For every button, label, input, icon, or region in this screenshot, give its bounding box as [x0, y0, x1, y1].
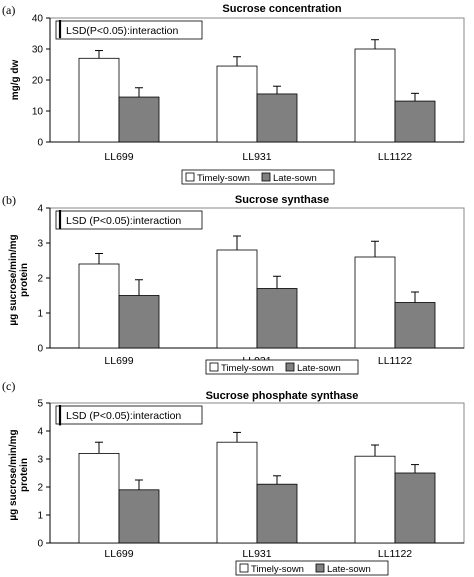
bar-late-sown-ll699 [118, 295, 160, 349]
y-tick-label: 2 [37, 274, 43, 285]
bar-timely-sown-ll1122 [354, 48, 396, 143]
y-axis-label-line1: µg sucrose/min/mg [8, 429, 19, 520]
y-tick-label: 2 [37, 483, 43, 494]
bar-late-sown-ll1122 [394, 302, 436, 349]
legend: Timely-sown Late-sown [181, 169, 335, 185]
y-tick-label: 4 [37, 427, 43, 438]
legend-swatch-late-sown [261, 172, 271, 182]
y-tick-label: 3 [37, 239, 43, 250]
x-tick-label: LL1122 [378, 548, 412, 560]
bar-late-sown-ll1122 [394, 100, 436, 143]
bar-timely-sown-ll931 [216, 249, 258, 349]
x-tick-label: LL699 [104, 548, 133, 560]
chart-title: Sucrose concentration [222, 3, 341, 15]
y-axis-label: mg/g dw [10, 60, 21, 101]
legend-box [205, 359, 359, 375]
bar-timely-sown-ll931 [216, 65, 258, 143]
chart-panel-a: (a) Sucrose concentration 0 10 20 30 40 mg/g dw… [2, 3, 465, 185]
legend-label-timely-sown: Timely-sown [221, 363, 274, 374]
y-tick-label: 3 [37, 455, 43, 466]
legend-box [235, 560, 389, 576]
y-tick-label: 20 [32, 76, 44, 87]
bar-late-sown-ll931 [256, 288, 298, 349]
bar-late-sown-ll699 [118, 96, 160, 143]
legend: Timely-sown Late-sown [235, 560, 389, 576]
panel-label: (c) [2, 379, 15, 393]
legend-label-late-sown: Late-sown [273, 173, 317, 184]
y-tick-label: 30 [32, 45, 44, 56]
y-axis-label-line2: protein [19, 458, 30, 492]
x-tick-label: LL1122 [378, 151, 412, 163]
legend-swatch-timely-sown [239, 563, 249, 573]
legend-box [181, 169, 335, 185]
lsd-annotation: LSD (P<0.05):interaction [55, 405, 203, 426]
y-tick-label: 4 [37, 204, 43, 215]
x-tick-label: LL931 [242, 548, 271, 560]
legend-label-late-sown: Late-sown [297, 363, 341, 374]
chart-panel-c: (c) Sucrose phosphate synthase 0 1 2 3 4 5 µg su… [2, 379, 465, 576]
legend-swatch-timely-sown [185, 172, 195, 182]
lsd-label: LSD(P<0.05):interaction [66, 25, 179, 37]
x-tick-label: LL1122 [378, 355, 412, 367]
legend-swatch-late-sown [315, 563, 325, 573]
bar-timely-sown-ll699 [78, 57, 120, 143]
y-tick-label: 0 [37, 138, 43, 149]
bar-timely-sown-ll1122 [354, 455, 396, 544]
legend-swatch-timely-sown [209, 362, 219, 372]
y-tick-label: 0 [37, 539, 43, 550]
legend-swatch-late-sown [285, 362, 295, 372]
lsd-label: LSD (P<0.05):interaction [66, 215, 181, 227]
y-axis-label-line1: µg sucrose/min/mg [8, 234, 19, 325]
bar-timely-sown-ll1122 [354, 256, 396, 349]
bar-late-sown-ll931 [256, 483, 298, 544]
y-tick-label: 0 [37, 344, 43, 355]
lsd-annotation: LSD(P<0.05):interaction [55, 20, 203, 40]
bar-late-sown-ll699 [118, 489, 160, 544]
chart-title: Sucrose synthase [235, 194, 329, 206]
lsd-label: LSD (P<0.05):interaction [66, 410, 181, 422]
lsd-box [55, 20, 203, 40]
bar-timely-sown-ll699 [78, 263, 120, 349]
y-tick-label: 40 [32, 14, 44, 25]
y-tick-label: 1 [37, 309, 43, 320]
bar-late-sown-ll1122 [394, 472, 436, 544]
bar-timely-sown-ll699 [78, 452, 120, 544]
lsd-annotation: LSD (P<0.05):interaction [55, 210, 203, 230]
y-axis-label: µg sucrose/min/mgprotein [8, 234, 30, 325]
bar-late-sown-ll931 [256, 93, 298, 143]
x-tick-label: LL699 [104, 151, 133, 163]
chart-panel-b: (b) Sucrose synthase 0 1 2 3 4 µg sucrose/min/m… [2, 193, 465, 375]
legend-label-timely-sown: Timely-sown [251, 564, 304, 575]
x-tick-label: LL931 [242, 151, 271, 163]
legend-label-timely-sown: Timely-sown [197, 173, 250, 184]
y-axis-label: µg sucrose/min/mgprotein [8, 429, 30, 520]
panel-label: (b) [2, 193, 16, 207]
y-tick-label: 5 [37, 399, 43, 410]
chart-title: Sucrose phosphate synthase [206, 390, 359, 402]
y-tick-label: 10 [32, 107, 44, 118]
lsd-box [55, 210, 203, 230]
legend-label-late-sown: Late-sown [327, 564, 371, 575]
legend: Timely-sown Late-sown [205, 359, 359, 375]
y-axis-label-line2: protein [19, 263, 30, 297]
bar-timely-sown-ll931 [216, 441, 258, 544]
lsd-box [55, 405, 203, 425]
panel-label: (a) [2, 3, 15, 17]
x-tick-label: LL699 [104, 355, 133, 367]
y-tick-label: 1 [37, 511, 43, 522]
